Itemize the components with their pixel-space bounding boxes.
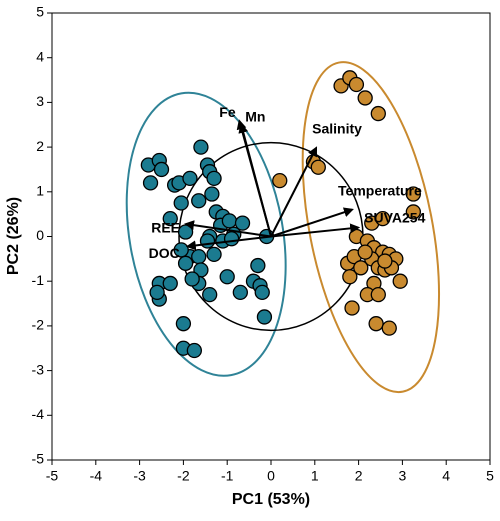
y-tick-label: 4: [36, 48, 44, 64]
data-point: [204, 186, 220, 202]
data-point: [232, 284, 248, 301]
data-point: [202, 286, 218, 303]
data-point: [272, 172, 288, 189]
loading-arrow: [238, 122, 272, 237]
data-point: [357, 90, 373, 106]
data-point: [199, 233, 216, 249]
data-point: [162, 275, 178, 292]
data-point: [191, 248, 207, 265]
data-point: [191, 193, 207, 209]
y-tick-label: -2: [32, 317, 45, 333]
y-tick-label: -4: [32, 406, 45, 422]
data-point: [381, 320, 397, 336]
data-point: [223, 231, 240, 247]
x-tick-label: 1: [311, 468, 319, 484]
y-tick-label: 1: [36, 183, 44, 199]
group-ellipse: [125, 91, 287, 377]
data-point: [254, 284, 270, 301]
data-point: [377, 253, 393, 269]
loading-label: Mn: [245, 108, 265, 124]
loading-arrow: [185, 235, 272, 251]
y-axis-label: PC2 (26%): [5, 197, 22, 275]
loading-arrow: [184, 220, 272, 238]
loading-label: SUVA254: [364, 209, 425, 225]
x-tick-label: 5: [486, 468, 494, 484]
data-point: [186, 342, 203, 359]
y-tick-label: -3: [32, 361, 45, 377]
y-tick-label: 5: [36, 4, 44, 20]
data-point: [182, 170, 198, 187]
x-tick-label: -1: [221, 468, 234, 484]
data-point: [184, 271, 200, 287]
data-point: [370, 286, 386, 303]
data-point: [234, 215, 251, 231]
data-point: [153, 161, 170, 178]
data-point: [142, 175, 159, 191]
x-tick-label: 0: [267, 468, 275, 484]
data-point: [348, 76, 365, 93]
data-point: [206, 246, 222, 263]
loading-label: Temperature: [338, 182, 422, 198]
data-point: [368, 316, 384, 332]
data-point: [342, 269, 358, 285]
loading-label: Fe: [219, 104, 236, 120]
data-point: [193, 139, 209, 155]
data-point: [206, 170, 222, 187]
data-point: [177, 255, 194, 271]
data-point: [256, 309, 273, 325]
data-point: [375, 210, 391, 227]
data-point: [250, 257, 266, 274]
data-point: [162, 210, 178, 227]
data-point: [175, 316, 192, 332]
loading-arrow: [270, 207, 354, 238]
data-point: [370, 105, 386, 122]
data-point: [221, 213, 238, 229]
x-tick-label: -5: [46, 468, 59, 484]
loading-label: Salinity: [312, 121, 362, 137]
y-tick-label: 2: [36, 138, 44, 154]
data-point: [310, 159, 326, 175]
data-point: [405, 204, 422, 220]
data-point: [392, 273, 408, 289]
x-tick-label: 2: [355, 468, 363, 484]
x-tick-label: -2: [177, 468, 190, 484]
data-point: [344, 300, 360, 316]
group-ellipse: [301, 61, 441, 394]
data-point: [353, 260, 369, 276]
loading-arrow: [270, 223, 361, 238]
data-point: [405, 186, 422, 202]
x-axis-label: PC1 (53%): [232, 491, 310, 508]
loading-label: REE: [151, 220, 180, 236]
loading-arrow: [270, 146, 318, 237]
loading-label: DOC: [149, 245, 180, 261]
y-tick-label: -1: [32, 272, 45, 288]
x-tick-label: -4: [90, 468, 103, 484]
x-tick-label: -3: [133, 468, 146, 484]
x-tick-label: 3: [399, 468, 407, 484]
y-tick-label: 0: [36, 227, 44, 243]
data-point: [173, 195, 189, 211]
x-tick-label: 4: [442, 468, 450, 484]
data-point: [177, 224, 194, 240]
y-tick-label: 3: [36, 93, 44, 109]
data-point: [357, 244, 373, 260]
data-point: [219, 269, 235, 285]
data-point: [149, 284, 165, 301]
y-tick-label: -5: [32, 451, 45, 467]
